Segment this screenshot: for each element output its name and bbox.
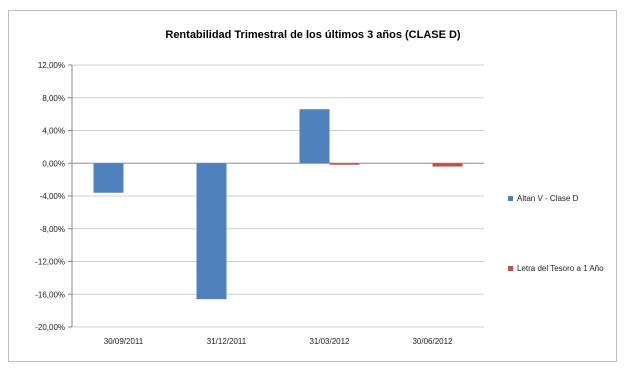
x-tick-label: 30/09/2011 bbox=[104, 337, 144, 346]
y-axis: 12,00% 8,00% 4,00% 0,00% -4,00% -8,00% -12,00%… bbox=[35, 61, 73, 332]
y-tick-label: -4,00% bbox=[40, 192, 65, 201]
y-tick-label: -16,00% bbox=[35, 290, 65, 299]
x-tick-label: 30/06/2012 bbox=[412, 337, 453, 346]
legend-label: Altan V - Clase D bbox=[517, 194, 579, 203]
chart-title: Rentabilidad Trimestral de los últimos 3… bbox=[165, 29, 461, 41]
y-tick-label: 4,00% bbox=[42, 127, 65, 136]
bar bbox=[196, 163, 227, 300]
legend-swatch bbox=[508, 266, 513, 271]
x-tick-label: 31/12/2011 bbox=[207, 337, 247, 346]
x-tick-label: 31/03/2012 bbox=[309, 337, 350, 346]
bars bbox=[93, 109, 463, 300]
bar bbox=[329, 163, 360, 165]
y-tick-label: 8,00% bbox=[42, 94, 65, 103]
y-tick-label: -8,00% bbox=[40, 225, 65, 234]
y-tick-label: 12,00% bbox=[38, 61, 65, 70]
bar bbox=[299, 109, 330, 164]
legend-swatch bbox=[508, 196, 513, 201]
y-tick-label: 0,00% bbox=[42, 159, 65, 168]
bar bbox=[93, 163, 124, 193]
gridlines bbox=[72, 64, 484, 328]
legend-label: Letra del Tesoro a 1 Año bbox=[517, 264, 604, 273]
y-tick-label: -20,00% bbox=[35, 323, 65, 332]
legend: Altan V - Clase D Letra del Tesoro a 1 Añ… bbox=[508, 194, 604, 273]
x-axis: 30/09/2011 31/12/2011 31/03/2012 30/06/2012 bbox=[72, 162, 484, 346]
y-tick-label: -12,00% bbox=[35, 258, 65, 267]
bar bbox=[432, 163, 463, 167]
